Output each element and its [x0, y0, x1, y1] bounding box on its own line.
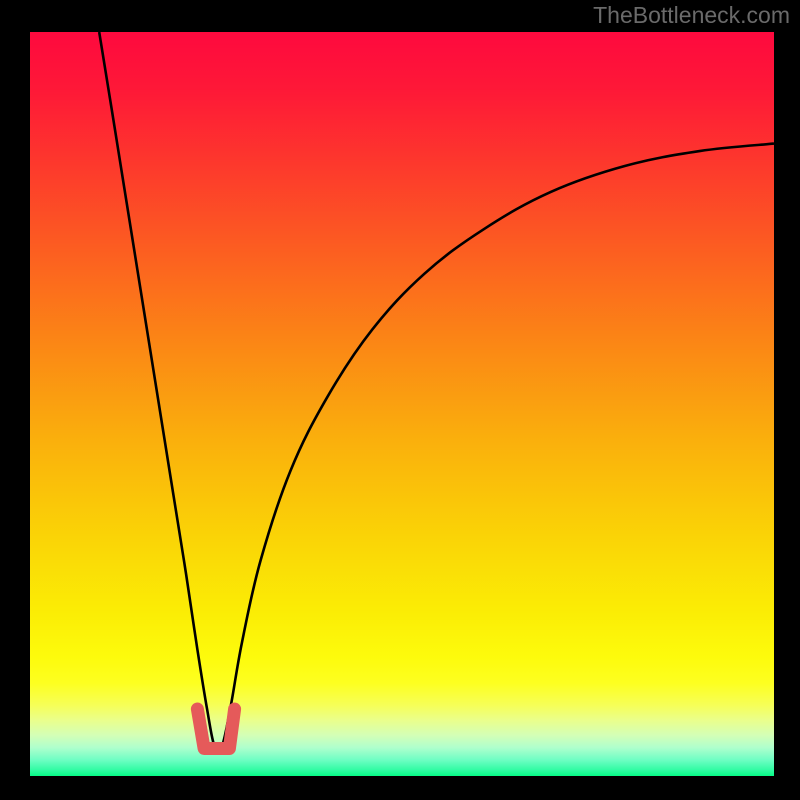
gradient-background: [30, 32, 774, 776]
chart-root: TheBottleneck.com: [0, 0, 800, 800]
plot-svg: [30, 32, 774, 776]
watermark-text: TheBottleneck.com: [593, 2, 790, 29]
plot-area: [30, 32, 774, 776]
